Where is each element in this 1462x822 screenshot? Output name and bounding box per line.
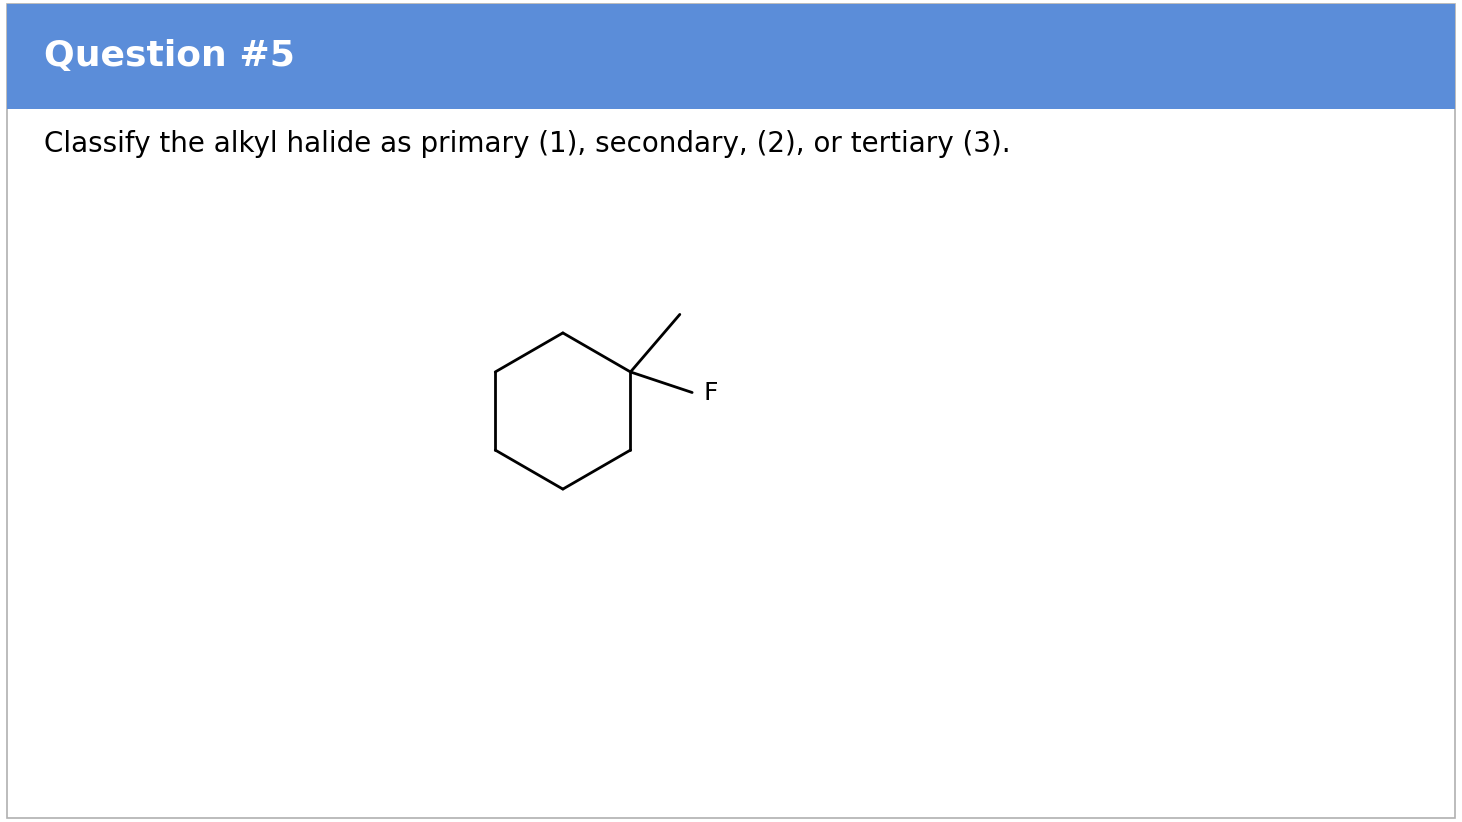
Text: Classify the alkyl halide as primary (1), secondary, (2), or tertiary (3).: Classify the alkyl halide as primary (1)… — [44, 130, 1010, 158]
Bar — [7, 4, 1455, 109]
Text: Question #5: Question #5 — [44, 39, 295, 73]
Text: F: F — [703, 381, 718, 404]
